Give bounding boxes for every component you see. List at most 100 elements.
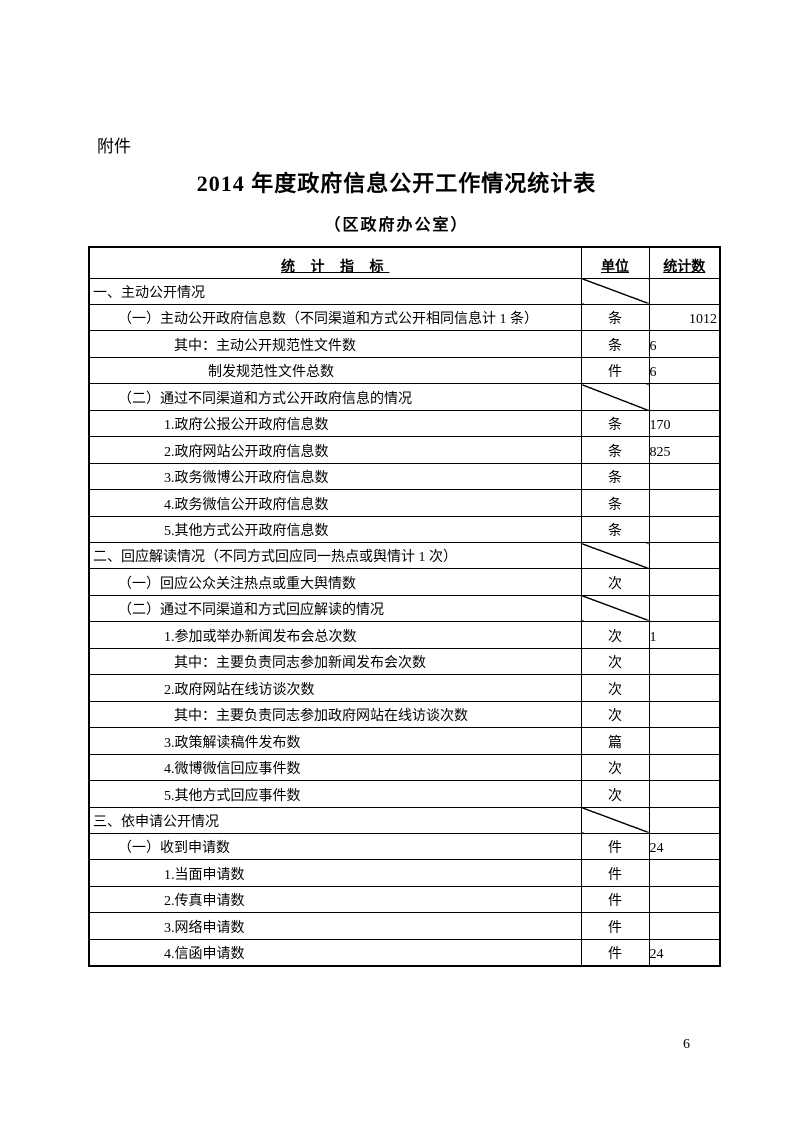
page-number: 6 xyxy=(683,1037,690,1052)
table-row: 二、回应解读情况（不同方式回应同一热点或舆情计 1 次） xyxy=(88,542,721,570)
page-subtitle: （区政府办公室） xyxy=(324,217,469,234)
count-cell xyxy=(648,780,721,808)
table-row: 1.参加或举办新闻发布会总次数次 1 xyxy=(88,621,721,649)
indicator-cell: 1.政府公报公开政府信息数 xyxy=(88,409,582,438)
count-cell: 170 xyxy=(648,409,721,438)
table-row: 一、主动公开情况 xyxy=(88,277,721,305)
indicator-cell: 5.其他方式回应事件数 xyxy=(88,780,582,808)
indicator-cell: 其中：主要负责同志参加新闻发布会次数 xyxy=(88,647,582,676)
unit-cell: 件 xyxy=(580,833,650,861)
unit-cell-diagonal xyxy=(580,383,650,411)
unit-cell: 次 xyxy=(580,700,650,729)
unit-cell: 件 xyxy=(580,885,650,914)
count-cell xyxy=(648,806,721,835)
table-row: 制发规范性文件总数件 6 xyxy=(88,356,721,385)
table-row: 1.政府公报公开政府信息数条 170 xyxy=(88,409,721,438)
unit-cell: 次 xyxy=(580,674,650,702)
count-cell xyxy=(648,859,721,887)
indicator-cell: （一）回应公众关注热点或重大舆情数 xyxy=(88,568,582,596)
indicator-cell: 3.政务微博公开政府信息数 xyxy=(88,462,582,491)
count-cell: 6 xyxy=(648,356,721,385)
indicator-cell: 4.微博微信回应事件数 xyxy=(88,753,582,782)
table-row: 三、依申请公开情况 xyxy=(88,806,721,835)
unit-cell: 条 xyxy=(580,462,650,491)
unit-cell-diagonal xyxy=(580,806,650,835)
attachment-label: 附件 xyxy=(97,137,131,156)
table-row: （一）回应公众关注热点或重大舆情数次 xyxy=(88,568,721,596)
indicator-cell: （一）收到申请数 xyxy=(88,833,582,861)
table-row: 4.政务微信公开政府信息数条 xyxy=(88,489,721,517)
indicator-cell: 4.政务微信公开政府信息数 xyxy=(88,489,582,517)
unit-cell: 次 xyxy=(580,621,650,649)
count-cell xyxy=(648,383,721,411)
count-cell xyxy=(648,885,721,914)
unit-cell-diagonal xyxy=(580,542,650,570)
unit-cell: 件 xyxy=(580,938,650,967)
indicator-cell: 三、依申请公开情况 xyxy=(88,806,582,835)
count-cell xyxy=(648,700,721,729)
count-cell: 6 xyxy=(648,330,721,358)
table-row: 3.政策解读稿件发布数篇 xyxy=(88,727,721,755)
count-cell xyxy=(648,647,721,676)
count-cell xyxy=(648,542,721,570)
unit-cell: 件 xyxy=(580,356,650,385)
statistics-table: 统 计 指 标 单位 统计数 一、主动公开情况 （一）主动公开政府信息数（不同渠道… xyxy=(88,246,721,967)
unit-cell-diagonal xyxy=(580,594,650,623)
unit-cell: 件 xyxy=(580,859,650,887)
table-row: （一）主动公开政府信息数（不同渠道和方式公开相同信息计 1 条）条 1012 xyxy=(88,303,721,332)
table-row: 2.传真申请数件 xyxy=(88,885,721,914)
table-row: 5.其他方式回应事件数次 xyxy=(88,780,721,808)
unit-cell: 条 xyxy=(580,303,650,332)
table-row: 3.政务微博公开政府信息数条 xyxy=(88,462,721,491)
indicator-cell: 2.政府网站公开政府信息数 xyxy=(88,436,582,464)
count-cell xyxy=(648,727,721,755)
count-cell xyxy=(648,912,721,940)
unit-cell-diagonal xyxy=(580,277,650,305)
indicator-cell: 二、回应解读情况（不同方式回应同一热点或舆情计 1 次） xyxy=(88,542,582,570)
unit-cell: 次 xyxy=(580,753,650,782)
count-cell: 24 xyxy=(648,833,721,861)
page-title: 2014 年度政府信息公开工作情况统计表 xyxy=(196,171,597,196)
indicator-cell: 其中：主动公开规范性文件数 xyxy=(88,330,582,358)
indicator-cell: 制发规范性文件总数 xyxy=(88,356,582,385)
indicator-cell: 3.网络申请数 xyxy=(88,912,582,940)
table-row: （二）通过不同渠道和方式公开政府信息的情况 xyxy=(88,383,721,411)
count-cell xyxy=(648,674,721,702)
count-cell: 1012 xyxy=(648,303,721,332)
count-cell xyxy=(648,462,721,491)
count-cell: 24 xyxy=(648,938,721,967)
indicator-cell: 1.当面申请数 xyxy=(88,859,582,887)
header-count: 统计数 xyxy=(648,246,721,279)
indicator-cell: （一）主动公开政府信息数（不同渠道和方式公开相同信息计 1 条） xyxy=(88,303,582,332)
table-row: 其中：主要负责同志参加新闻发布会次数次 xyxy=(88,647,721,676)
table-row: 5.其他方式公开政府信息数条 xyxy=(88,515,721,544)
table-row: （一）收到申请数件 24 xyxy=(88,833,721,861)
unit-cell: 条 xyxy=(580,436,650,464)
indicator-cell: 一、主动公开情况 xyxy=(88,277,582,305)
unit-cell: 条 xyxy=(580,489,650,517)
indicator-cell: 5.其他方式公开政府信息数 xyxy=(88,515,582,544)
table-row: （二）通过不同渠道和方式回应解读的情况 xyxy=(88,594,721,623)
count-cell: 825 xyxy=(648,436,721,464)
header-unit: 单位 xyxy=(580,246,650,279)
unit-cell: 次 xyxy=(580,780,650,808)
count-cell: 1 xyxy=(648,621,721,649)
indicator-cell: 4.信函申请数 xyxy=(88,938,582,967)
indicator-cell: 2.传真申请数 xyxy=(88,885,582,914)
table-row: 4.信函申请数件 24 xyxy=(88,938,721,967)
unit-cell: 次 xyxy=(580,647,650,676)
unit-cell: 件 xyxy=(580,912,650,940)
count-cell xyxy=(648,489,721,517)
table-row: 3.网络申请数件 xyxy=(88,912,721,940)
table-row: 其中：主要负责同志参加政府网站在线访谈次数次 xyxy=(88,700,721,729)
count-cell xyxy=(648,515,721,544)
unit-cell: 条 xyxy=(580,515,650,544)
table-row: 2.政府网站公开政府信息数条 825 xyxy=(88,436,721,464)
header-indicator: 统 计 指 标 xyxy=(88,246,582,279)
table-row: 1.当面申请数件 xyxy=(88,859,721,887)
unit-cell: 篇 xyxy=(580,727,650,755)
indicator-cell: 2.政府网站在线访谈次数 xyxy=(88,674,582,702)
unit-cell: 条 xyxy=(580,409,650,438)
indicator-cell: 其中：主要负责同志参加政府网站在线访谈次数 xyxy=(88,700,582,729)
